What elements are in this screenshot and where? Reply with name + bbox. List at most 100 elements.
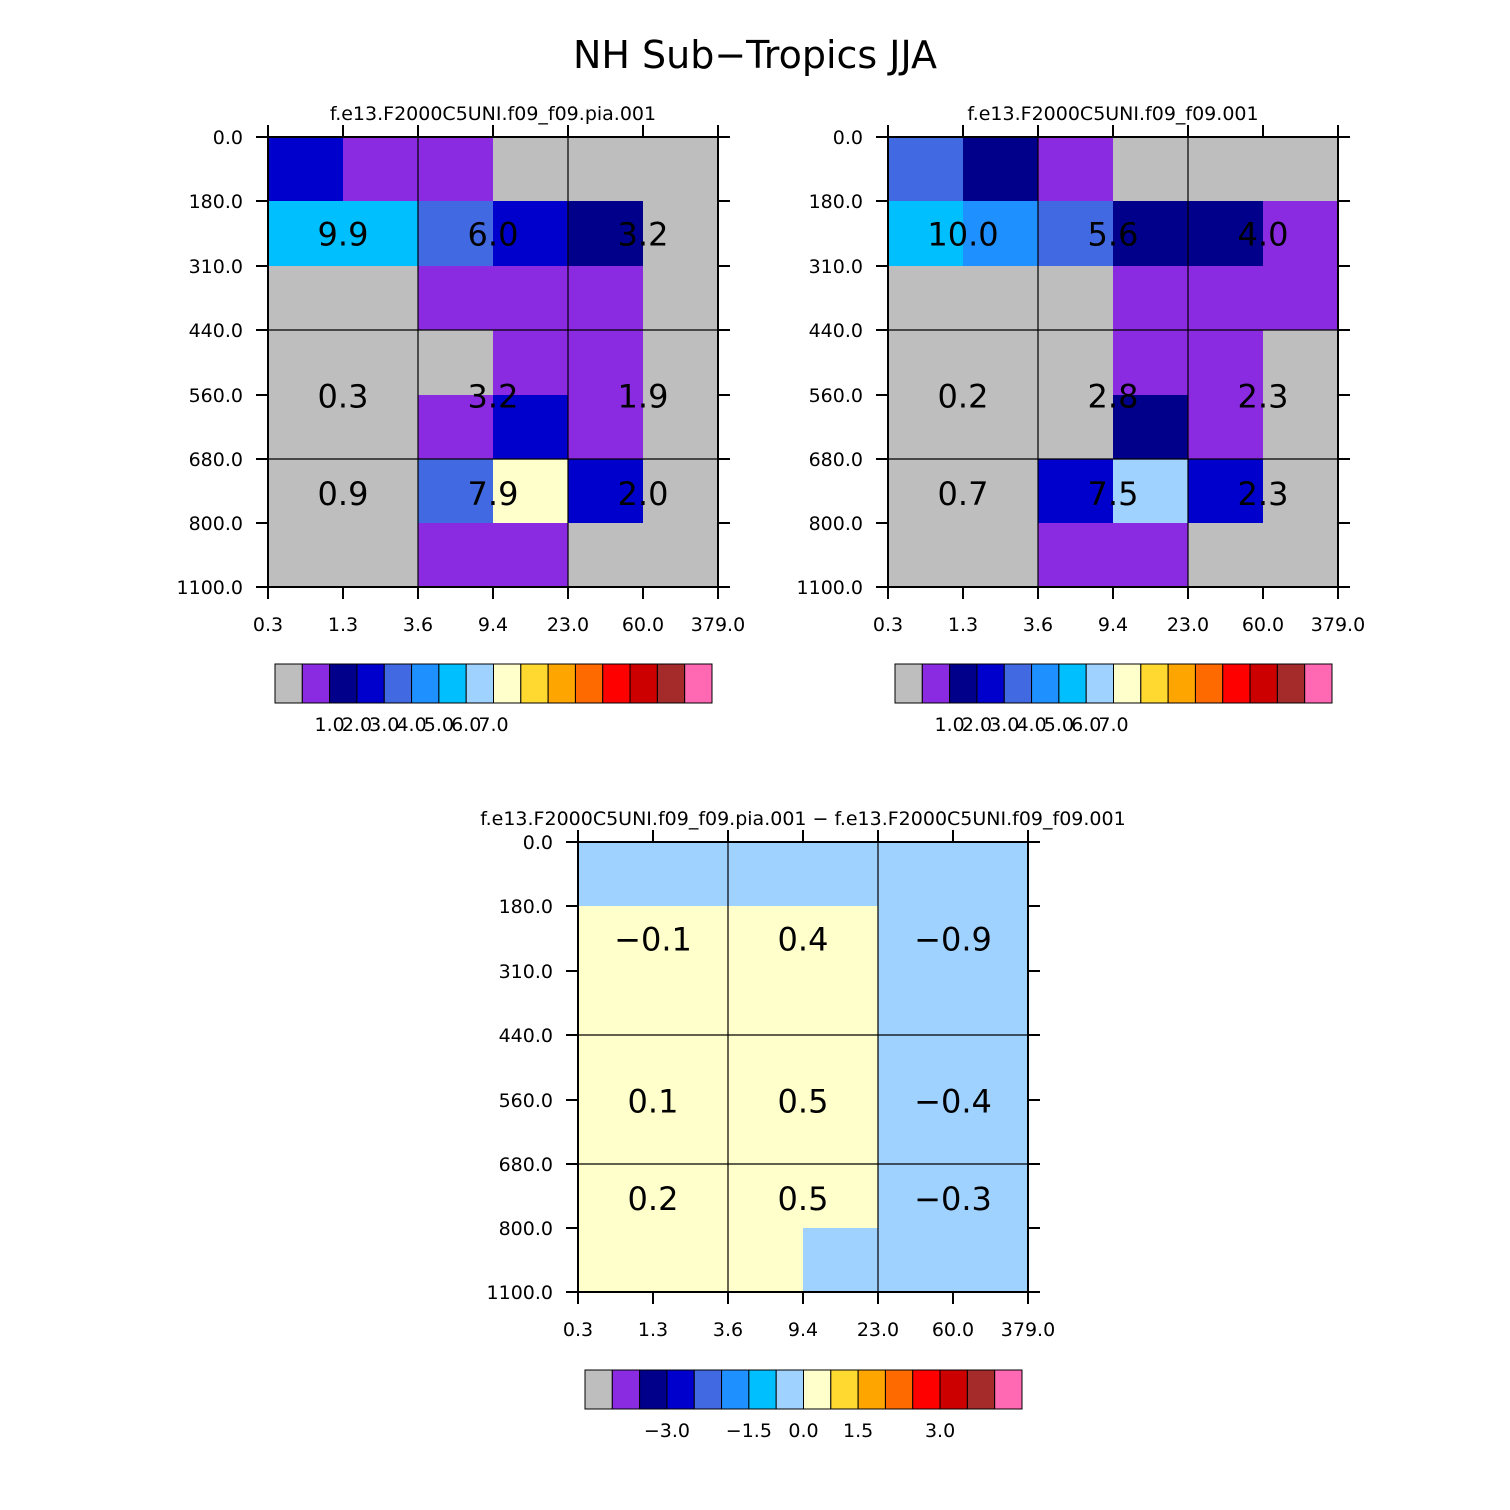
- heatmap-cell: [268, 137, 344, 202]
- heatmap-cell: [963, 330, 1039, 396]
- heatmap-cell: [418, 459, 494, 524]
- heatmap-cell: [493, 201, 569, 267]
- block-value: 6.0: [468, 216, 519, 254]
- colorbar-box: [465, 663, 494, 704]
- y-tick-label: 310.0: [189, 256, 243, 278]
- x-tick-label: 23.0: [1167, 614, 1209, 636]
- colorbar-box: [1194, 663, 1224, 704]
- heatmap-cell: [653, 1100, 729, 1165]
- block-value: 0.2: [628, 1180, 679, 1218]
- heatmap-cell: [953, 1100, 1029, 1165]
- heatmap-cell: [1113, 395, 1189, 460]
- heatmap-cell: [1188, 395, 1264, 460]
- heatmap-cell: [268, 523, 344, 588]
- heatmap-cell: [728, 1035, 804, 1101]
- block-value: 0.3: [318, 378, 369, 416]
- colorbar-box: [939, 1369, 968, 1410]
- colorbar-box: [684, 663, 713, 704]
- heatmap-cell: [1188, 523, 1264, 588]
- colorbar-label: 3.0: [925, 1420, 955, 1442]
- heatmap-cell: [728, 1164, 804, 1229]
- heatmap-cell: [643, 137, 719, 202]
- y-tick-label: 800.0: [499, 1218, 553, 1240]
- colorbar-label: 5.0: [424, 714, 454, 736]
- colorbar-label: 3.0: [369, 714, 399, 736]
- heatmap-cell: [1188, 201, 1264, 267]
- colorbar-box: [656, 663, 686, 704]
- y-tick-label: 440.0: [189, 320, 243, 342]
- panel-top-right: f.e13.F2000C5UNI.f09_f09.001 10.0 5.6 4.0 0.…: [797, 103, 1366, 736]
- heatmap-cell: [493, 395, 569, 460]
- heatmap-cell: [963, 137, 1039, 202]
- heatmap-cell: [953, 1228, 1029, 1293]
- y-tick-label: 310.0: [499, 961, 553, 983]
- heatmap-cell: [418, 523, 494, 588]
- y-tick-label: 180.0: [499, 896, 553, 918]
- colorbar-box: [1140, 663, 1169, 704]
- block-value: −0.9: [914, 921, 992, 959]
- heatmap-cell: [343, 395, 419, 460]
- heatmap-cell: [888, 459, 964, 524]
- heatmap-cell: [578, 906, 654, 972]
- block-value: 1.9: [618, 378, 669, 416]
- heatmap-cell: [953, 1164, 1029, 1229]
- y-tick-label: 440.0: [809, 320, 863, 342]
- heatmap-cell: [343, 330, 419, 396]
- heatmap-cell: [1263, 201, 1339, 267]
- block-value: 0.5: [778, 1180, 829, 1218]
- heatmap-cell: [803, 1100, 879, 1165]
- heatmap-cell: [1263, 523, 1339, 588]
- heatmap-cell: [803, 1035, 879, 1101]
- heatmap-cell: [1113, 330, 1189, 396]
- heatmap-cell: [418, 395, 494, 460]
- heatmap-cell: [268, 459, 344, 524]
- colorbar-box: [639, 1369, 668, 1410]
- colorbar-box: [693, 1369, 723, 1410]
- heatmap-cell: [653, 906, 729, 972]
- heatmap-cell: [418, 137, 494, 202]
- heatmap-cell: [418, 330, 494, 396]
- x-tick-label: 23.0: [547, 614, 589, 636]
- colorbar-box: [1003, 663, 1033, 704]
- colorbar-box: [611, 1369, 641, 1410]
- heatmap-cell: [1038, 330, 1114, 396]
- block-value: 9.9: [318, 216, 369, 254]
- heatmap-cell: [1263, 137, 1339, 202]
- heatmap-cell: [568, 266, 644, 331]
- colorbar-label: 6.0: [1071, 714, 1101, 736]
- colorbar-label: 5.0: [1044, 714, 1074, 736]
- block-value: 0.4: [778, 921, 829, 959]
- heatmap-cell: [963, 266, 1039, 331]
- heatmap-cell: [343, 137, 419, 202]
- x-tick-label: 379.0: [691, 614, 745, 636]
- heatmap-cell: [653, 842, 729, 907]
- heatmap-cell: [493, 266, 569, 331]
- heatmap-cell: [653, 1228, 729, 1293]
- colorbar-label: 1.5: [843, 1420, 873, 1442]
- block-value: 7.5: [1088, 475, 1139, 513]
- colorbar-label: −1.5: [726, 1420, 772, 1442]
- heatmap-cell: [418, 266, 494, 331]
- colorbar-box: [584, 1369, 613, 1410]
- colorbar-box: [274, 663, 303, 704]
- heatmap-cell: [963, 523, 1039, 588]
- heatmap-cell: [963, 459, 1039, 524]
- heatmap-cell: [888, 523, 964, 588]
- x-tick-label: 1.3: [328, 614, 358, 636]
- colorbar-label: 1.0: [315, 714, 345, 736]
- heatmap-cell: [343, 266, 419, 331]
- heatmap-cell: [888, 137, 964, 202]
- y-tick-label: 680.0: [809, 449, 863, 471]
- y-tick-label: 1100.0: [797, 577, 863, 599]
- heatmap-cell: [963, 201, 1039, 267]
- colorbar-label: 0.0: [788, 1420, 818, 1442]
- colorbar-box: [966, 1369, 996, 1410]
- block-value: 2.8: [1088, 378, 1139, 416]
- y-tick-label: 1100.0: [177, 577, 243, 599]
- x-tick-label: 3.6: [1023, 614, 1053, 636]
- colorbar-box: [629, 663, 658, 704]
- colorbar-label: 7.0: [1098, 714, 1128, 736]
- colorbar-box: [602, 663, 631, 704]
- block-value: −0.3: [914, 1180, 992, 1218]
- heatmap-cell: [578, 1228, 654, 1293]
